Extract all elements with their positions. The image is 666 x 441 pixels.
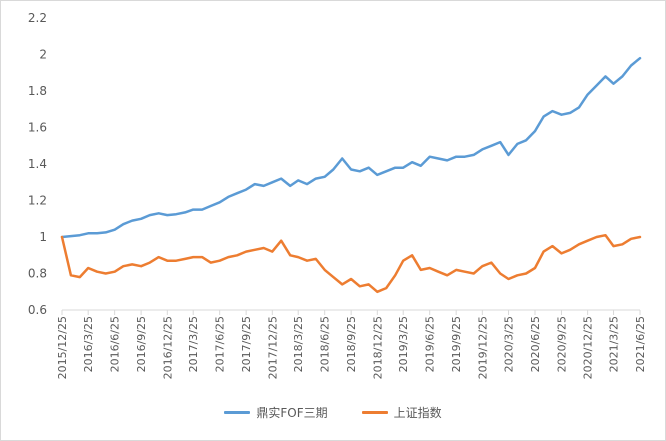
legend-swatch-series-2 bbox=[361, 410, 388, 414]
x-tick-label: 2019/12/25 bbox=[476, 316, 489, 379]
x-tick-label: 2018/6/25 bbox=[319, 316, 332, 372]
y-tick-label: 0.6 bbox=[28, 303, 47, 317]
x-tick-label: 2019/9/25 bbox=[450, 316, 463, 372]
x-tick-label: 2018/3/25 bbox=[292, 316, 305, 372]
y-tick-label: 0.8 bbox=[28, 267, 47, 281]
x-tick-label: 2020/12/25 bbox=[582, 316, 595, 379]
x-tick-label: 2016/3/25 bbox=[82, 316, 95, 372]
x-tick-label: 2015/12/25 bbox=[56, 316, 69, 379]
x-tick-label: 2017/3/25 bbox=[187, 316, 200, 372]
series-line-1 bbox=[60, 56, 642, 239]
series-line-2 bbox=[60, 233, 642, 294]
y-tick-label: 1.2 bbox=[28, 194, 47, 208]
y-tick-label: 1.6 bbox=[28, 121, 47, 135]
y-tick-label: 2 bbox=[39, 48, 47, 62]
x-tick-label: 2021/3/25 bbox=[608, 316, 621, 372]
legend-item-series-2: 上证指数 bbox=[361, 404, 442, 421]
legend-swatch-series-1 bbox=[224, 410, 251, 414]
legend-label-series-1: 鼎实FOF三期 bbox=[256, 405, 328, 420]
legend: 鼎实FOF三期 上证指数 bbox=[0, 402, 666, 422]
x-tick-label: 2017/9/25 bbox=[240, 316, 253, 372]
x-tick-label: 2020/6/25 bbox=[529, 316, 542, 372]
legend-label-series-2: 上证指数 bbox=[393, 405, 442, 420]
x-tick-label: 2016/12/25 bbox=[161, 316, 174, 379]
x-tick-label: 2020/9/25 bbox=[555, 316, 568, 372]
y-tick-label: 1 bbox=[39, 230, 47, 244]
x-tick-label: 2018/12/25 bbox=[371, 316, 384, 379]
x-tick-label: 2018/9/25 bbox=[345, 316, 358, 372]
x-tick-label: 2019/3/25 bbox=[397, 316, 410, 372]
legend-item-series-1: 鼎实FOF三期 bbox=[224, 404, 328, 421]
y-tick-label: 2.2 bbox=[28, 11, 47, 25]
x-tick-label: 2021/6/25 bbox=[634, 316, 647, 372]
x-tick-label: 2016/9/25 bbox=[135, 316, 148, 372]
x-tick-label: 2019/6/25 bbox=[424, 316, 437, 372]
x-tick-label: 2017/12/25 bbox=[266, 316, 279, 379]
y-tick-label: 1.8 bbox=[28, 84, 47, 98]
x-tick-label: 2016/6/25 bbox=[109, 316, 122, 372]
x-tick-label: 2020/3/25 bbox=[503, 316, 516, 372]
x-tick-label: 2017/6/25 bbox=[214, 316, 227, 372]
y-tick-label: 1.4 bbox=[28, 157, 47, 171]
